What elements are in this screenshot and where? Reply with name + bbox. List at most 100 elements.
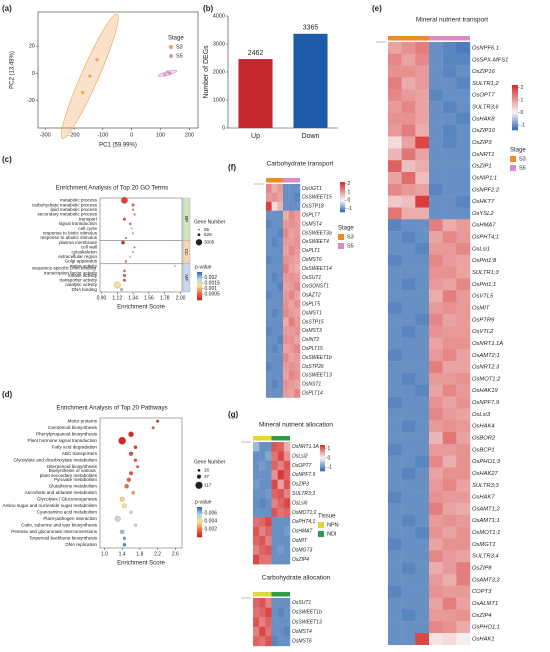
row-label: OsHKT7 bbox=[472, 199, 495, 205]
colorbar-step bbox=[197, 278, 202, 280]
heatmap-cell bbox=[456, 172, 471, 185]
row-label: OsSPX-MFS1 bbox=[472, 57, 508, 63]
heatmap-cell bbox=[388, 337, 402, 350]
heatmap-cell bbox=[265, 636, 272, 647]
heatmap-cell bbox=[401, 136, 416, 149]
heatmap-cell bbox=[253, 617, 260, 627]
heatmap-cell bbox=[456, 514, 471, 527]
bubble bbox=[129, 471, 133, 476]
heatmap-cell bbox=[388, 207, 402, 220]
heatmap-cell bbox=[266, 264, 272, 274]
colorbar-step bbox=[320, 458, 325, 460]
row-label: OsVTL2 bbox=[472, 329, 494, 335]
heatmap-cell bbox=[288, 362, 295, 372]
colorbar-step bbox=[320, 466, 325, 468]
heatmap-cell bbox=[388, 562, 402, 575]
heatmap-cell bbox=[277, 299, 284, 309]
heatmap-cell bbox=[442, 242, 457, 255]
heatmap-cell bbox=[401, 550, 416, 563]
heatmap-cell bbox=[429, 633, 443, 646]
heatmap-cell bbox=[271, 388, 278, 398]
heatmap-cell bbox=[265, 517, 272, 527]
heatmap-cell bbox=[442, 526, 457, 539]
heatmap-cell bbox=[415, 372, 430, 385]
colorbar-step bbox=[340, 188, 345, 190]
heatmap-cell bbox=[294, 237, 301, 247]
colorbar-step bbox=[320, 468, 325, 470]
heatmap-cell bbox=[415, 278, 430, 291]
heatmap-cell bbox=[456, 621, 471, 634]
heatmap-cell bbox=[442, 443, 457, 456]
y-tick-label: -20 bbox=[27, 98, 35, 104]
panel-label: (f) bbox=[228, 163, 236, 172]
size-legend-mark bbox=[197, 233, 201, 237]
heatmap-cell bbox=[283, 598, 291, 608]
heatmap-cell bbox=[442, 479, 457, 492]
heatmap-cell bbox=[442, 538, 457, 551]
heatmap-cell bbox=[429, 514, 443, 527]
heatmap-cell bbox=[277, 507, 285, 518]
heatmap-cell bbox=[388, 242, 402, 255]
heatmap-cell bbox=[253, 442, 260, 452]
heatmap-cell bbox=[266, 379, 272, 389]
group-label: BP bbox=[183, 216, 189, 222]
legend-swatch bbox=[510, 165, 516, 171]
heatmap-cell bbox=[456, 124, 471, 137]
y-tick-label: 4000 bbox=[213, 13, 225, 19]
heatmap-cell bbox=[259, 536, 266, 546]
heatmap-cell bbox=[456, 372, 471, 385]
heatmap-cell bbox=[277, 237, 284, 247]
column-annotation bbox=[283, 178, 300, 183]
heatmap-cell bbox=[442, 278, 457, 291]
heatmap-cell bbox=[456, 479, 471, 492]
colorbar-step bbox=[340, 184, 345, 186]
y-axis-label: Number of DEGs bbox=[203, 45, 210, 99]
heatmap-cell bbox=[401, 231, 416, 244]
heatmap-cell bbox=[456, 633, 471, 646]
heatmap-cell bbox=[429, 42, 443, 55]
heatmap-cell bbox=[442, 396, 457, 409]
x-tick-label: Down bbox=[302, 133, 320, 140]
heatmap-cell bbox=[271, 246, 278, 256]
heatmap-cell bbox=[288, 317, 295, 327]
row-label: OsAMT3;2 bbox=[472, 577, 500, 583]
heatmap-cell bbox=[288, 370, 295, 380]
heatmap-cell bbox=[294, 317, 301, 327]
heatmap-cell bbox=[266, 184, 272, 194]
colorbar-step bbox=[320, 461, 325, 463]
heatmap-cell bbox=[415, 349, 430, 362]
colorbar-step bbox=[197, 525, 202, 527]
heatmap-cell bbox=[442, 313, 457, 326]
heatmap-cell bbox=[456, 53, 471, 66]
point bbox=[168, 71, 172, 76]
y-tick-label: transport bbox=[79, 216, 98, 221]
heatmap-cell bbox=[429, 302, 443, 315]
colorbar-step bbox=[512, 109, 518, 111]
colorbar-step bbox=[512, 113, 518, 116]
heatmap-cell bbox=[271, 184, 278, 194]
colorbar-step bbox=[197, 297, 202, 299]
x-tick-label: 2.2 bbox=[154, 551, 161, 557]
heatmap-cell bbox=[266, 326, 272, 336]
heatmap-cell bbox=[253, 636, 260, 647]
heatmap-cell bbox=[429, 562, 443, 575]
y-axis-label: PC2 (13.49%) bbox=[10, 51, 16, 89]
colorbar-step bbox=[320, 445, 325, 448]
colorbar-step bbox=[197, 274, 202, 277]
heatmap-cell bbox=[456, 290, 471, 303]
row-label: OsHAK8 bbox=[472, 116, 495, 122]
colorbar-step bbox=[340, 204, 345, 206]
heatmap-cell bbox=[294, 184, 301, 194]
colorbar-step bbox=[320, 448, 325, 450]
column-annotation bbox=[271, 592, 290, 597]
colorbar-step bbox=[512, 118, 518, 120]
heatmap-cell bbox=[429, 491, 443, 504]
row-label: OsHAK7 bbox=[472, 495, 495, 501]
colorbar-step bbox=[197, 513, 202, 515]
heatmap-cell bbox=[415, 242, 430, 255]
heatmap-cell bbox=[442, 633, 457, 646]
heatmap-cell bbox=[429, 443, 443, 456]
row-label: OsAMT2;1 bbox=[472, 353, 500, 359]
heatmap-cell bbox=[253, 498, 260, 508]
heatmap-cell bbox=[429, 538, 443, 551]
